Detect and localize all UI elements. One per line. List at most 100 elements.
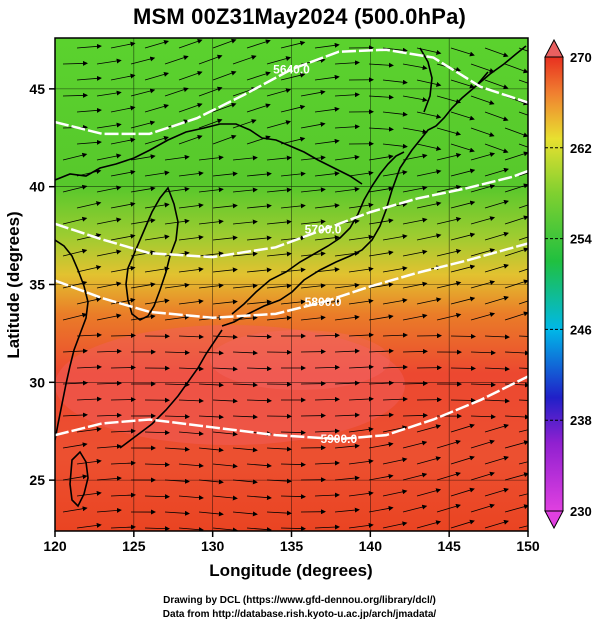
streamline bbox=[178, 103, 203, 113]
streamline bbox=[518, 461, 528, 465]
credits: Drawing by DCL (https://www.gfd-dennou.o… bbox=[0, 594, 599, 622]
streamline bbox=[198, 187, 224, 193]
streamline bbox=[348, 490, 374, 497]
streamline bbox=[504, 440, 528, 449]
streamline bbox=[436, 471, 461, 481]
streamline bbox=[484, 366, 510, 372]
streamline bbox=[504, 350, 528, 356]
streamline bbox=[518, 367, 528, 369]
streamlines bbox=[62, 38, 528, 531]
streamline bbox=[246, 103, 271, 113]
streamline bbox=[334, 60, 360, 66]
streamline bbox=[198, 219, 224, 225]
coastline-ryukyu bbox=[119, 329, 223, 449]
streamline bbox=[144, 39, 169, 49]
streamline bbox=[280, 203, 306, 209]
streamline bbox=[232, 447, 258, 453]
streamline bbox=[484, 167, 509, 177]
streamline bbox=[76, 522, 102, 529]
streamline bbox=[382, 298, 408, 305]
streamline bbox=[436, 127, 462, 136]
streamline bbox=[110, 169, 136, 177]
streamline bbox=[110, 137, 136, 145]
streamline bbox=[246, 203, 272, 209]
streamline bbox=[334, 282, 360, 289]
streamline bbox=[178, 527, 204, 531]
streamline bbox=[314, 332, 340, 338]
streamline bbox=[198, 283, 224, 289]
height-contour bbox=[55, 48, 528, 136]
streamline bbox=[62, 216, 88, 225]
streamline bbox=[198, 511, 224, 517]
streamline bbox=[368, 282, 394, 289]
streamline bbox=[178, 334, 204, 340]
streamline bbox=[402, 63, 428, 71]
streamline bbox=[504, 504, 528, 513]
streamline bbox=[504, 382, 528, 388]
coastline-china-east bbox=[55, 239, 89, 441]
streamline bbox=[96, 185, 122, 193]
streamline bbox=[382, 425, 408, 433]
streamline bbox=[402, 440, 428, 449]
streamline bbox=[382, 332, 408, 338]
streamline bbox=[164, 446, 190, 452]
streamline bbox=[334, 314, 360, 321]
streamline bbox=[144, 526, 170, 531]
streamline bbox=[62, 442, 88, 449]
streamline bbox=[280, 104, 306, 113]
streamline bbox=[470, 248, 496, 257]
streamline bbox=[518, 300, 528, 305]
streamline bbox=[382, 47, 408, 53]
streamline bbox=[232, 187, 258, 193]
streamline bbox=[144, 266, 170, 273]
streamline bbox=[62, 348, 88, 354]
streamline bbox=[314, 203, 340, 209]
streamline bbox=[76, 364, 102, 370]
streamline bbox=[96, 380, 122, 386]
streamline bbox=[518, 111, 528, 116]
streamline bbox=[76, 490, 102, 497]
streamline bbox=[164, 414, 190, 420]
streamline bbox=[484, 487, 509, 497]
streamline bbox=[382, 170, 408, 177]
streamline bbox=[212, 70, 237, 81]
colorbar-tick-label: 230 bbox=[570, 504, 592, 519]
streamline bbox=[484, 334, 510, 340]
y-tick-label: 40 bbox=[29, 179, 45, 195]
streamline bbox=[110, 428, 136, 434]
streamline bbox=[382, 79, 408, 85]
field-overlays bbox=[55, 38, 528, 531]
streamline bbox=[246, 299, 272, 305]
streamline bbox=[504, 151, 528, 161]
streamline bbox=[382, 111, 408, 117]
streamline bbox=[300, 283, 326, 289]
colorbar-ticks: 230 238 246 254 262 270 bbox=[545, 50, 592, 519]
colorbar: 230 238 246 254 262 270 bbox=[544, 38, 592, 530]
streamline bbox=[450, 487, 475, 497]
streamline bbox=[198, 447, 224, 453]
colorbar-tick-label: 270 bbox=[570, 50, 592, 65]
streamline bbox=[402, 504, 428, 513]
streamline bbox=[246, 334, 272, 340]
streamline bbox=[368, 348, 394, 354]
streamline bbox=[178, 235, 204, 241]
streamline bbox=[402, 348, 428, 354]
streamline bbox=[76, 426, 102, 433]
streamline bbox=[470, 127, 495, 137]
streamline bbox=[334, 507, 360, 513]
streamline bbox=[450, 232, 476, 241]
x-tick-label: 145 bbox=[437, 538, 461, 554]
coastline-taiwan bbox=[69, 450, 89, 508]
streamline bbox=[96, 507, 122, 513]
streamline bbox=[96, 90, 122, 97]
streamline bbox=[416, 111, 442, 119]
colorbar-top-triangle bbox=[544, 38, 564, 58]
streamline bbox=[178, 463, 204, 469]
streamline bbox=[450, 296, 476, 305]
streamline bbox=[518, 429, 528, 433]
streamline bbox=[470, 216, 496, 225]
streamline bbox=[504, 472, 528, 481]
streamline bbox=[436, 312, 462, 321]
streamline bbox=[266, 88, 292, 97]
